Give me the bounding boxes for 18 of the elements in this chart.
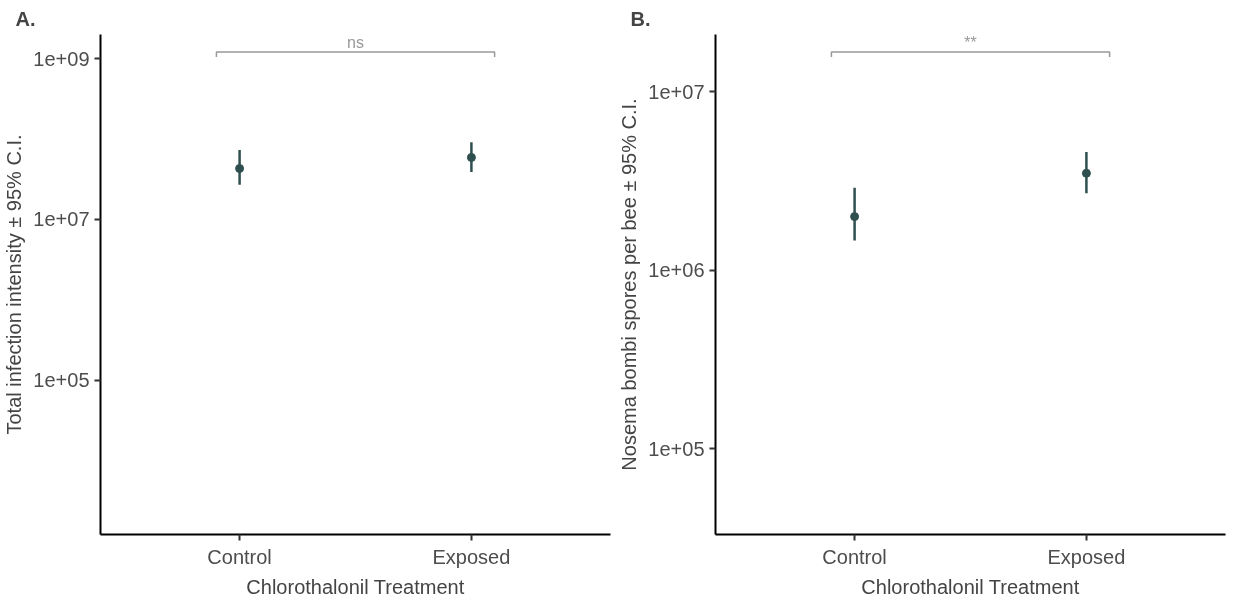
y-tick-label: 1e+05 bbox=[33, 369, 90, 392]
y-tick-label: 1e+05 bbox=[648, 437, 705, 460]
x-tick-label: Exposed bbox=[432, 545, 511, 568]
y-tick-label: 1e+06 bbox=[648, 259, 705, 282]
x-axis-title: Chlorothalonil Treatment bbox=[861, 575, 1080, 598]
annotation: ns bbox=[347, 34, 364, 51]
y-tick-label: 1e+07 bbox=[648, 80, 705, 103]
x-tick-label: Control bbox=[822, 545, 887, 568]
x-axis-title: Chlorothalonil Treatment bbox=[246, 575, 465, 598]
x-tick-label: Exposed bbox=[1047, 545, 1126, 568]
chart-title: A. bbox=[15, 7, 36, 30]
y-tick-label: 1e+07 bbox=[33, 208, 90, 231]
y-axis-title: Nosema bombi spores per bee ± 95% C.I. bbox=[618, 98, 641, 471]
chart-title: B. bbox=[630, 7, 651, 30]
y-axis-title: Total infection intensity ± 95% C.I. bbox=[3, 134, 26, 435]
annotation: ** bbox=[964, 34, 977, 51]
x-tick-label: Control bbox=[207, 545, 272, 568]
y-tick-label: 1e+09 bbox=[33, 47, 90, 70]
